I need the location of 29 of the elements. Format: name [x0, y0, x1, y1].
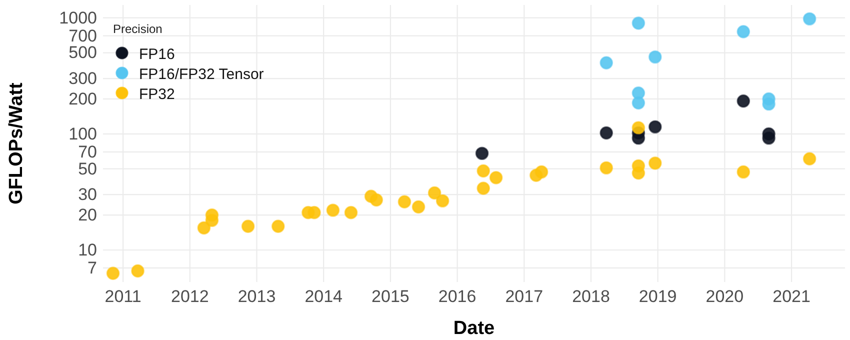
x-tick-label: 2019	[638, 287, 677, 306]
y-tick-label: 10	[78, 240, 97, 260]
x-tick-label: 2015	[372, 287, 410, 306]
y-tick-label: 200	[68, 89, 97, 108]
x-tick-label: 2014	[304, 287, 343, 306]
x-tick-label: 2020	[706, 287, 744, 306]
x-tick-label: 2012	[170, 287, 209, 306]
y-axis-title: GFLOPs/Watt	[6, 82, 27, 204]
x-axis-title: Date	[453, 318, 495, 339]
y-tick-label: 500	[68, 43, 97, 62]
y-tick-label: 300	[68, 68, 97, 88]
legend-title: Precision	[113, 22, 162, 36]
x-tick-label: 2013	[238, 287, 276, 306]
y-tick-label: 30	[78, 185, 97, 204]
y-tick-label: 700	[68, 26, 97, 46]
x-tick-label: 2016	[438, 287, 476, 306]
y-tick-label: 50	[78, 159, 97, 178]
x-tick-label: 2021	[772, 287, 810, 306]
y-tick-label: 7	[88, 258, 97, 278]
legend-label: FP16/FP32 Tensor	[139, 66, 264, 83]
y-tick-label: 20	[78, 205, 97, 224]
x-tick-label: 2011	[104, 287, 142, 306]
x-tick-label: 2017	[505, 287, 544, 306]
x-tick-label: 2018	[572, 287, 610, 306]
y-tick-label: 70	[78, 142, 97, 162]
legend-label: FP16	[139, 46, 175, 63]
legend-label: FP32	[139, 86, 175, 103]
y-tick-label: 1000	[59, 8, 97, 28]
y-tick-label: 100	[68, 124, 97, 144]
